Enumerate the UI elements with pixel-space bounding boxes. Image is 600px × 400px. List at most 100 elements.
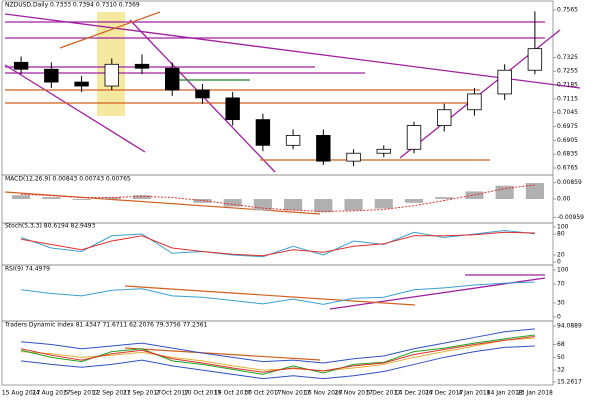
panel-title: Stoch(5,3,3) 80.6194 82.9493 [5, 223, 96, 230]
candle-body [44, 68, 59, 83]
y-tick-label: 70 [557, 281, 565, 288]
y-tick-label: 20 [557, 252, 565, 259]
x-tick-label: 26 Dec 2017 [425, 390, 464, 397]
histogram-bar [12, 195, 31, 200]
candle-body [255, 119, 271, 146]
candle-body [74, 81, 89, 87]
series-line [21, 184, 535, 212]
y-tick-label: 94.0889 [557, 323, 582, 330]
y-tick-label: 0.6765 [557, 165, 578, 172]
y-tick-label: 0.6905 [557, 137, 578, 144]
trendline [4, 13, 581, 89]
series-line [21, 328, 535, 364]
y-tick-label: 0.7115 [557, 95, 578, 102]
candle-body [406, 125, 422, 150]
histogram-bar [314, 199, 333, 213]
x-tick-label: 14 Dec 2017 [395, 390, 434, 397]
candle-body [467, 93, 482, 111]
candle-body [437, 109, 452, 126]
x-tick-label: 4 Jan 2018 [458, 390, 490, 397]
x-tick-label: 12 Sep 2017 [93, 390, 131, 397]
y-tick-label: 0 [557, 259, 561, 266]
y-tick-label: -0.00959 [557, 214, 584, 221]
x-tick-label: 19 Oct 2017 [214, 390, 251, 397]
y-tick-label: 0.00859 [557, 179, 582, 186]
y-tick-label: 0.7255 [557, 68, 578, 75]
x-tick-label: 5 Sep 2017 [64, 390, 98, 397]
y-tick-label: 0.7565 [557, 6, 578, 13]
histogram-bar [374, 199, 393, 209]
x-tick-label: 14 Jan 2018 [487, 390, 523, 397]
x-tick-label: 10 Oct 2017 [184, 390, 221, 397]
series-line [21, 337, 535, 372]
tdi-frame [1, 320, 554, 386]
candle-body [376, 148, 391, 154]
y-tick-label: 15.2617 [557, 379, 582, 386]
trendline [59, 11, 161, 49]
histogram-bar [404, 199, 424, 203]
y-tick-label: 0.7185 [557, 82, 578, 89]
histogram-bar [284, 199, 303, 211]
y-tick-label: 0.7045 [557, 109, 578, 116]
histogram-bar [102, 197, 121, 200]
x-tick-label: 24 Aug 2017 [32, 390, 71, 397]
y-tick-label: 50 [557, 354, 565, 361]
panel-title: RSI(9) 74.4979 [5, 266, 50, 273]
histogram-bar [525, 183, 544, 200]
candle-body [165, 67, 180, 91]
candle-body [346, 152, 361, 162]
panel-frames [1, 0, 554, 386]
histogram-bar [132, 195, 152, 200]
series-line [21, 345, 535, 380]
candle-body [104, 63, 119, 87]
candle-body [316, 135, 331, 162]
candle-body [225, 97, 240, 121]
y-tick-label: 32 [557, 367, 565, 374]
x-tick-label: 30 Oct 2017 [244, 390, 281, 397]
x-tick-label: 5 Dec 2017 [367, 390, 402, 397]
candle-body [134, 63, 150, 69]
candle-body [497, 69, 512, 95]
y-tick-label: 0.6975 [557, 123, 578, 130]
candle-body [527, 48, 543, 71]
y-tick-label: 30 [557, 299, 565, 306]
panel-title: MACD(12,26,9) 0.00843 0.00743 0.00765 [5, 176, 131, 183]
x-tick-label: 15 Aug 2017 [2, 390, 41, 397]
y-tick-label: 68 [557, 341, 565, 348]
series-line [21, 281, 535, 305]
trendline [4, 64, 146, 153]
x-tick-label: 2 Oct 2017 [156, 390, 189, 397]
histogram-bar [495, 185, 514, 200]
series-line [21, 335, 535, 373]
candle-body [195, 89, 210, 99]
histogram-bar [42, 197, 61, 200]
histogram-bar [223, 199, 242, 207]
series-line [21, 231, 535, 257]
x-tick-label: 16 Nov 2017 [304, 390, 343, 397]
candle-body [285, 135, 301, 146]
x-tick-label: 23 Jan 2018 [517, 390, 553, 397]
histogram-bar [193, 199, 212, 203]
rsi-trend [124, 285, 416, 306]
y-tick-label: 0.7325 [557, 54, 578, 61]
x-tick-label: 7 Nov 2017 [276, 390, 311, 397]
y-tick-label: 100 [557, 267, 569, 274]
panel-title: NZDUSD,Daily 0.7333 0.7394 0.7310 0.7369 [5, 2, 140, 9]
y-tick-label: 80 [557, 231, 565, 238]
y-tick-label: 0.6835 [557, 151, 578, 158]
histogram-bar [72, 199, 91, 200]
x-tick-label: 21 Sep 2017 [123, 390, 161, 397]
y-tick-label: 0.00 [557, 196, 571, 203]
y-tick-label: 100 [557, 224, 569, 231]
y-tick-label: 0 [557, 314, 561, 321]
histogram-bar [344, 199, 363, 211]
histogram-bar [253, 199, 272, 211]
histogram-bar [435, 197, 454, 200]
panel-title: Traders Dynamic Index 81.4347 71.6711 62… [4, 322, 208, 329]
series-line [20, 229, 535, 258]
candle-body [13, 61, 29, 70]
x-tick-label: 26 Nov 2017 [334, 390, 373, 397]
tdi-trend [124, 347, 321, 361]
